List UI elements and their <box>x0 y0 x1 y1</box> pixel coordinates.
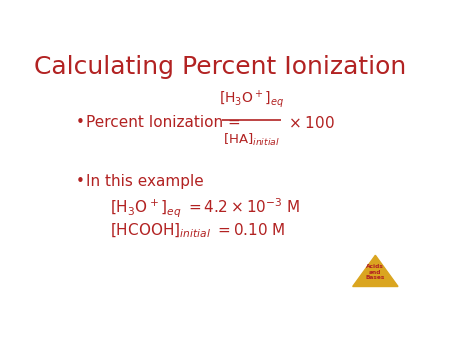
Text: Acids
and
Bases: Acids and Bases <box>366 264 385 280</box>
Text: $[\mathregular{H_3O^+}]_{eq}$ $= 4.2\times10^{-3}$ M: $[\mathregular{H_3O^+}]_{eq}$ $= 4.2\tim… <box>110 197 301 220</box>
Text: In this example: In this example <box>86 174 204 189</box>
Text: $[\mathregular{HCOOH}]_{initial}$ $= 0.10$ M: $[\mathregular{HCOOH}]_{initial}$ $= 0.1… <box>110 221 286 240</box>
Text: •: • <box>76 174 84 189</box>
Text: $\times\;100$: $\times\;100$ <box>288 115 335 130</box>
Text: Calculating Percent Ionization: Calculating Percent Ionization <box>34 55 406 79</box>
Text: •: • <box>76 115 84 130</box>
Text: Percent Ionization =: Percent Ionization = <box>86 115 246 130</box>
Text: $[\mathregular{H_3O^+}]_{eq}$: $[\mathregular{H_3O^+}]_{eq}$ <box>219 88 284 110</box>
Polygon shape <box>353 255 398 287</box>
Text: $[\mathregular{HA}]_{initial}$: $[\mathregular{HA}]_{initial}$ <box>223 132 280 148</box>
